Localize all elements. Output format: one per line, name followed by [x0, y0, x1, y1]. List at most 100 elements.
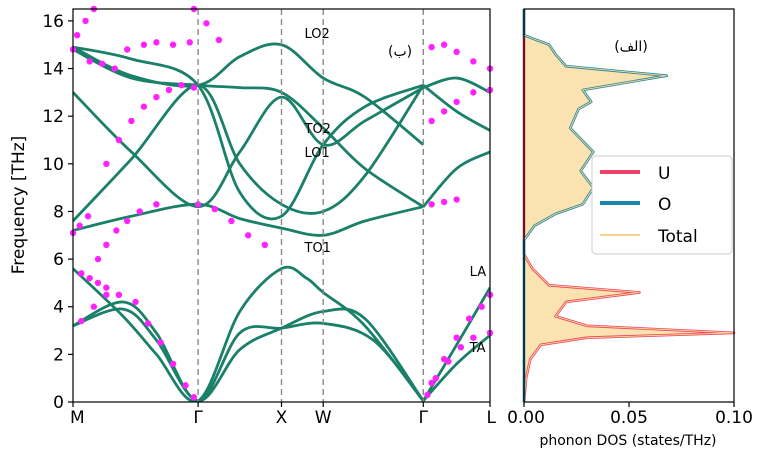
- experimental-point: [165, 86, 173, 94]
- experimental-point: [132, 298, 139, 306]
- high-symmetry-lines: [197, 9, 424, 402]
- experimental-point: [84, 213, 92, 220]
- experimental-point: [153, 93, 160, 101]
- experimental-point: [128, 117, 135, 125]
- experimental-point: [186, 39, 193, 46]
- experimental-point: [153, 201, 160, 208]
- phonon-band-line: [73, 45, 424, 221]
- experimental-point: [73, 32, 81, 39]
- experimental-point: [440, 198, 448, 206]
- band-label: TA: [469, 341, 486, 356]
- phonon-band-line: [73, 86, 424, 209]
- experimental-point: [190, 84, 198, 91]
- experimental-point: [153, 39, 160, 46]
- dos-x-tick-label: 0.00: [507, 408, 545, 428]
- dos-panel: 0.00 0.05 0.10 (الف) phonon DOS (states/TH…: [507, 8, 753, 449]
- y-tick-label: 12: [42, 107, 64, 127]
- experimental-point: [453, 196, 460, 203]
- experimental-point: [440, 41, 448, 48]
- experimental-point: [470, 89, 477, 96]
- experimental-point: [424, 391, 431, 399]
- phonon-band-line: [422, 286, 490, 402]
- experimental-point: [470, 58, 477, 65]
- phonon-band-line: [73, 307, 425, 402]
- y-tick-label: 4: [53, 298, 64, 318]
- dos-x-axis-label: phonon DOS (states/THz): [539, 433, 716, 449]
- experimental-point: [428, 43, 435, 51]
- experimental-point: [82, 17, 89, 25]
- experimental-point: [453, 48, 460, 56]
- experimental-point: [76, 222, 83, 229]
- dos-x-tick-label: 0.10: [715, 408, 753, 428]
- mode-label: LO1: [305, 146, 330, 161]
- x-tick-label: Γ: [419, 408, 429, 428]
- y-tick-label: 8: [53, 202, 64, 222]
- experimental-point: [453, 334, 460, 341]
- experimental-point: [169, 360, 177, 368]
- phonon-band-line: [422, 76, 490, 94]
- experimental-point: [124, 46, 131, 53]
- experimental-point: [169, 41, 177, 48]
- experimental-point: [178, 82, 185, 89]
- experimental-point: [203, 20, 210, 27]
- experimental-point: [428, 379, 435, 387]
- experimental-point: [94, 279, 102, 287]
- y-ticks: 0 2 4 6 8 10 12 14 16: [42, 12, 73, 413]
- experimental-point: [215, 36, 223, 44]
- phonon-band-line: [73, 83, 425, 222]
- y-tick-label: 2: [53, 345, 64, 365]
- experimental-point: [440, 355, 448, 363]
- experimental-point: [103, 291, 110, 299]
- experimental-point: [428, 117, 435, 125]
- y-tick-label: 6: [53, 250, 64, 270]
- band-label: LA: [470, 265, 487, 280]
- experimental-point: [440, 108, 448, 115]
- experimental-point: [98, 60, 106, 67]
- experimental-point: [432, 374, 439, 382]
- mode-label: TO1: [304, 241, 331, 256]
- phonon-band-line: [73, 202, 424, 237]
- x-tick-label: W: [315, 408, 332, 428]
- dos-panel-label: (الف): [614, 39, 648, 55]
- experimental-point: [140, 41, 148, 48]
- legend-label-total: Total: [657, 227, 698, 247]
- experimental-point: [111, 65, 118, 72]
- x-tick-label: L: [487, 408, 497, 428]
- x-tick-label: X: [276, 408, 288, 428]
- legend-label-o: O: [658, 195, 671, 215]
- phonon-band-line: [422, 84, 490, 132]
- experimental-point: [457, 344, 465, 351]
- experimental-point: [465, 315, 473, 322]
- experimental-point: [103, 241, 110, 248]
- total-dos-fill: [524, 9, 734, 402]
- experimental-point: [103, 284, 110, 291]
- mode-label: TO2: [304, 122, 331, 137]
- experimental-point: [470, 334, 477, 341]
- phonon-band-line: [73, 265, 425, 402]
- experimental-point: [478, 303, 485, 310]
- dos-line-total-o: [523, 9, 667, 402]
- dispersion-panel-label: (ب): [388, 44, 412, 60]
- experimental-point: [90, 303, 98, 310]
- experimental-point: [124, 217, 131, 225]
- experimental-point: [453, 98, 460, 106]
- experimental-point: [115, 136, 123, 144]
- experimental-point: [261, 241, 269, 248]
- experimental-point: [86, 274, 93, 282]
- phonon-band-line: [73, 300, 425, 402]
- experimental-point: [428, 201, 435, 208]
- dos-x-ticks: 0.00 0.05 0.10: [507, 402, 753, 428]
- experimental-point: [211, 205, 218, 213]
- phonon-bands: [73, 42, 490, 402]
- legend-box: [591, 155, 733, 255]
- dos-line-total-u: [523, 9, 735, 403]
- y-axis-label: Frequency [THz]: [9, 136, 29, 275]
- dos-fill-area: [524, 9, 667, 402]
- experimental-point: [86, 58, 93, 65]
- experimental-point: [78, 317, 85, 325]
- legend-label-u: U: [658, 164, 670, 184]
- experimental-point: [228, 217, 235, 225]
